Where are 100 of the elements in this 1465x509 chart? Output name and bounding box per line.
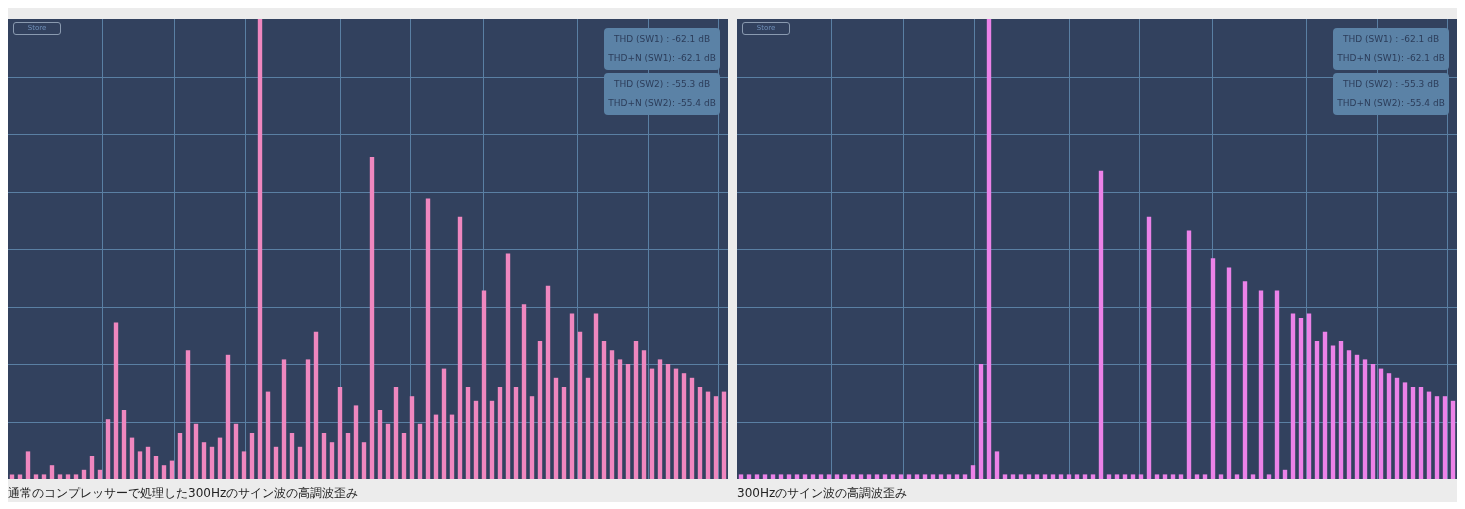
bar <box>329 442 335 479</box>
bar <box>1434 396 1440 479</box>
bar <box>121 410 127 479</box>
bar <box>1274 290 1280 479</box>
bar <box>1370 364 1376 479</box>
bar <box>401 433 407 479</box>
bar <box>385 423 391 479</box>
annotation: THD+N (SW2): -55.4 dB <box>1336 97 1446 110</box>
bar <box>697 387 703 479</box>
bar <box>858 474 864 479</box>
bar <box>762 474 768 479</box>
bar <box>834 474 840 479</box>
bar <box>649 368 655 479</box>
bar <box>1290 313 1296 479</box>
bar <box>425 198 431 479</box>
bar <box>529 396 535 479</box>
bar <box>633 341 639 479</box>
bar <box>1002 474 1008 479</box>
bar <box>105 419 111 479</box>
bar <box>553 377 559 479</box>
bar <box>17 474 23 479</box>
bar <box>81 469 87 479</box>
bar <box>505 253 511 479</box>
bar <box>193 423 199 479</box>
bar <box>545 285 551 479</box>
bar <box>489 400 495 479</box>
bar <box>441 368 447 479</box>
bar <box>657 359 663 479</box>
bar <box>818 474 824 479</box>
bar <box>1098 170 1104 479</box>
bar <box>1066 474 1072 479</box>
bar <box>41 474 47 479</box>
annotation: THD+N (SW2): -55.4 dB <box>607 97 717 110</box>
bar <box>465 387 471 479</box>
bar <box>393 387 399 479</box>
bar <box>1154 474 1160 479</box>
bar <box>689 377 695 479</box>
bar <box>938 474 944 479</box>
bar <box>914 474 920 479</box>
bar <box>1074 474 1080 479</box>
bar <box>185 350 191 479</box>
bar <box>409 396 415 479</box>
bar <box>601 341 607 479</box>
bar <box>417 423 423 479</box>
bar <box>954 474 960 479</box>
bar <box>1042 474 1048 479</box>
bar <box>1034 474 1040 479</box>
bar <box>665 364 671 479</box>
bar <box>1314 341 1320 479</box>
bar <box>842 474 848 479</box>
bar <box>57 474 63 479</box>
bar <box>1346 350 1352 479</box>
bar <box>89 456 95 479</box>
bar <box>1050 474 1056 479</box>
bar <box>1250 474 1256 479</box>
text: 通常のコンプレッサーで処理した300Hzのサイン波の高調波歪み <box>8 485 360 502</box>
bar <box>786 474 792 479</box>
bar <box>569 313 575 479</box>
bar <box>826 474 832 479</box>
bar <box>457 216 463 479</box>
bar <box>978 364 984 479</box>
bar <box>321 433 327 479</box>
bar <box>593 313 599 479</box>
bar <box>1338 341 1344 479</box>
bar <box>1194 474 1200 479</box>
bar <box>97 469 103 479</box>
bar <box>585 377 591 479</box>
bar <box>1234 474 1240 479</box>
bar <box>513 387 519 479</box>
annotation: THD+N (SW1): -62.1 dB <box>1336 52 1446 65</box>
bar <box>521 304 527 479</box>
bar <box>1354 354 1360 479</box>
bar <box>177 433 183 479</box>
bar <box>705 391 711 479</box>
bar <box>345 433 351 479</box>
bar <box>1418 387 1424 479</box>
bar <box>73 474 79 479</box>
bar <box>129 437 135 479</box>
annotation: THD (SW1) : -62.1 dB <box>612 33 712 46</box>
annotation: THD (SW2) : -55.3 dB <box>612 78 712 91</box>
bar <box>754 474 760 479</box>
bar <box>1306 313 1312 479</box>
bar <box>713 396 719 479</box>
bar <box>113 322 119 479</box>
bar <box>1442 396 1448 479</box>
bar <box>681 373 687 479</box>
bar <box>617 359 623 479</box>
bar <box>9 474 15 479</box>
bar <box>25 451 31 479</box>
bar <box>473 400 479 479</box>
annotation: THD (SW2) : -55.3 dB <box>1341 78 1441 91</box>
bar <box>746 474 752 479</box>
bar <box>1162 474 1168 479</box>
bar <box>145 446 151 479</box>
bar <box>1362 359 1368 479</box>
bar <box>1266 474 1272 479</box>
bar <box>241 451 247 479</box>
bar <box>609 350 615 479</box>
bar <box>537 341 543 479</box>
bar <box>281 359 287 479</box>
